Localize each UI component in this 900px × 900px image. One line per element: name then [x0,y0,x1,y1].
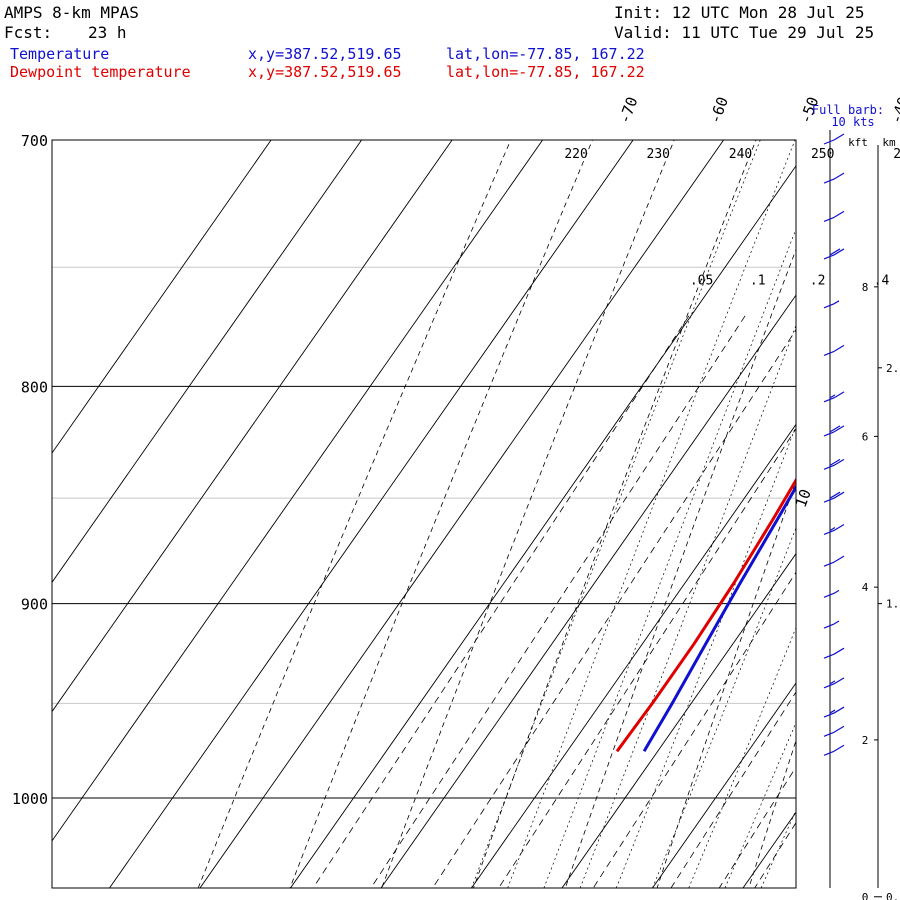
pressure-tick-label: 800 [21,378,48,396]
temperature-profile-line [642,484,796,753]
wind-barb [823,555,845,567]
isotherm-line [109,140,634,888]
wind-barb [823,589,840,598]
kft-tick-label: 8 [862,281,869,294]
theta-label: 230 [647,147,670,162]
legend-temperature-label: Temperature [10,45,110,63]
wind-barb [823,647,845,659]
isotherm-line [199,140,724,888]
temperature-tick-label: -70 [615,94,641,126]
theta-label: 240 [729,147,752,162]
kft-tick-label: 2 [862,734,869,747]
dry-adiabat-line [748,739,796,888]
wind-barb [823,172,845,184]
dry-adiabat-line [656,479,796,888]
km-tick-label: 1. [886,598,899,611]
legend-dewpoint-xy: x,y=387.52,519.65 [248,63,402,81]
moist-adiabat-line [543,228,796,888]
model-title: AMPS 8-km MPAS [4,3,139,22]
wind-barb [823,391,845,403]
mixing-ratio-label: .05 [690,274,713,289]
legend-dewpoint-label: Dewpoint temperature [10,63,191,81]
isotherm-line [52,140,362,584]
legend-dewpoint-latlon: lat,lon=-77.85, 167.22 [446,63,645,81]
pressure-tick-label: 700 [21,132,48,150]
legend-temperature-latlon: lat,lon=-77.85, 167.22 [446,45,645,63]
kft-tick-label: 0 [862,891,869,900]
dewpoint-profile-line [615,477,796,753]
legend-temperature-xy: x,y=387.52,519.65 [248,45,402,63]
isotherm-line [52,140,272,454]
valid-time: Valid: 11 UTC Tue 29 Jul 25 [614,23,875,42]
plot-frame [51,139,797,889]
moist-adiabat-line [471,140,761,888]
wind-barb [823,523,845,536]
moist-adiabat-line [507,140,796,888]
wind-barb [823,425,845,437]
isotherm-line [652,682,796,888]
pressure-tick-label: 900 [21,596,48,614]
isotherm-line [561,552,796,888]
temperature-tick-label: -40 [887,94,900,126]
kft-tick-label: 4 [862,581,869,594]
wind-barb [823,677,845,689]
wind-barb [823,344,845,356]
mixing-ratio-label: .4 [874,274,890,289]
mixing-ratio-line [498,427,796,888]
wind-barb [823,706,845,718]
isotherm-line [380,294,796,888]
mixing-ratio-line [592,571,796,888]
mixing-ratio-line [670,691,796,888]
init-time: Init: 12 UTC Mon 28 Jul 25 [614,3,865,22]
moist-adiabat-line [579,324,796,888]
mixing-ratio-label: .2 [810,274,826,289]
isotherm-line [52,140,453,713]
wind-barb [823,744,845,756]
moist-adiabat-line [760,809,796,888]
moist-adiabat-line [615,424,796,888]
wind-barb [823,248,845,260]
mixing-ratio-line [432,328,796,888]
isotherm-line [290,165,796,888]
forecast-hour: 23 h [88,23,127,42]
mixing-ratio-line [718,766,796,888]
wind-barb [823,620,840,629]
wind-barb [823,725,845,737]
theta-label: 250 [811,147,834,162]
barb-legend-line2: 10 kts [831,115,874,129]
isotherm-line [52,140,543,842]
wind-barb [823,133,845,145]
wind-barb [823,300,840,309]
wind-barb [823,210,845,222]
dry-adiabat-line [197,140,512,888]
km-tick-label: 0. [886,891,899,900]
theta-label: 260 [893,147,900,162]
isotherm-line [834,140,900,888]
isotherm-line [471,423,796,888]
mixing-ratio-line [370,315,746,888]
km-label: km [882,136,896,149]
temperature-tick-label: -60 [706,94,732,126]
dry-adiabat-line [841,87,900,889]
wind-barb [823,458,845,470]
forecast-label: Fcst: [4,23,53,42]
moist-adiabat-line [652,526,796,888]
temperature-tick-label: 10 [792,487,815,510]
kft-tick-label: 6 [862,430,869,443]
mixing-ratio-label: .1 [750,274,766,289]
dry-adiabat-line [564,248,796,888]
dry-adiabat-line [381,140,675,888]
dry-adiabat-line [289,140,593,888]
pressure-tick-label: 1000 [12,790,48,808]
kft-label: kft [848,136,868,149]
mixing-ratio-line [312,315,690,888]
dry-adiabat-line [473,140,757,888]
wind-barb [823,491,845,503]
theta-label: 220 [564,147,587,162]
isotherm-line [742,811,796,888]
barb-legend-line1: Full barb: [812,103,884,117]
km-tick-label: 2. [886,362,899,375]
